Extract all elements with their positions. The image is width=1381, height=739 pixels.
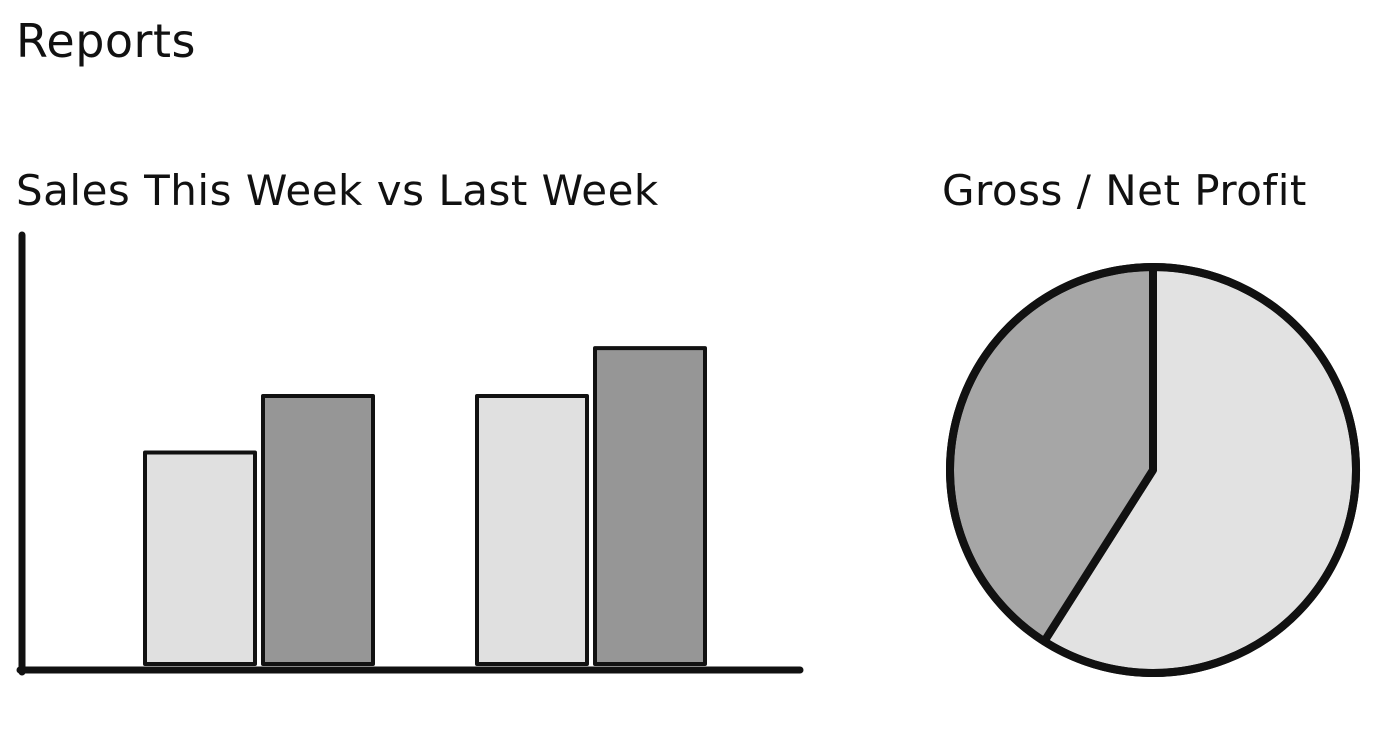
- pie-chart-title: Gross / Net Profit: [942, 166, 1307, 215]
- page-title: Reports: [16, 14, 196, 68]
- bar-1-2: [261, 393, 375, 666]
- bar-chart-title: Sales This Week vs Last Week: [16, 166, 659, 215]
- pie-outline: [946, 263, 1360, 677]
- bar-1-1: [143, 450, 257, 666]
- bar-2-1: [475, 393, 589, 666]
- bar-2-2: [593, 346, 707, 666]
